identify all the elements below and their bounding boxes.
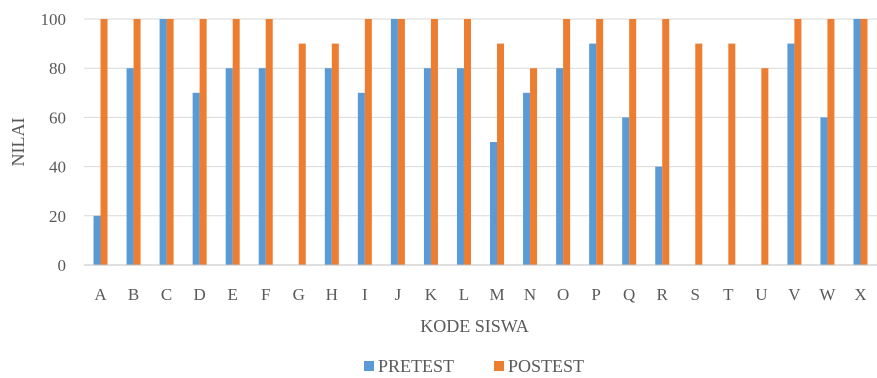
x-tick-label: M [489, 285, 504, 304]
bar-postest-W [827, 19, 835, 265]
legend-label-postest: POSTEST [508, 356, 584, 376]
x-tick-label: T [723, 285, 734, 304]
x-tick-label: B [128, 285, 139, 304]
bar-postest-L [463, 19, 471, 265]
x-tick-label: C [161, 285, 172, 304]
bar-pretest-V [787, 43, 795, 265]
bar-postest-G [298, 43, 306, 265]
bar-postest-T [728, 43, 736, 265]
y-tick-label: 80 [49, 59, 66, 78]
x-tick-label: E [227, 285, 237, 304]
bar-postest-R [662, 19, 670, 265]
bar-pretest-N [523, 92, 531, 265]
legend-label-pretest: PRETEST [378, 356, 454, 376]
bar-postest-A [100, 19, 108, 265]
gridlines [84, 18, 877, 217]
bar-postest-B [133, 19, 141, 265]
x-tick-label: O [557, 285, 569, 304]
x-tick-label: I [362, 285, 368, 304]
bar-pretest-H [324, 68, 332, 265]
bar-postest-X [860, 19, 868, 265]
x-tick-label: P [591, 285, 600, 304]
bar-postest-I [364, 19, 372, 265]
bar-postest-E [232, 19, 240, 265]
x-tick-label: J [395, 285, 402, 304]
x-tick-label: H [326, 285, 338, 304]
bar-postest-J [397, 19, 405, 265]
x-tick-label: G [293, 285, 305, 304]
x-tick-label: D [194, 285, 206, 304]
legend-swatch-pretest [364, 361, 374, 371]
x-tick-label: K [425, 285, 438, 304]
legend-swatch-postest [494, 361, 504, 371]
bar-postest-O [563, 19, 571, 265]
bar-postest-V [794, 19, 802, 265]
y-tick-label: 60 [49, 108, 66, 127]
bar-pretest-C [159, 19, 167, 265]
bars [93, 19, 868, 266]
x-tick-label: A [94, 285, 107, 304]
bar-postest-U [761, 68, 769, 265]
bar-postest-P [596, 19, 604, 265]
bar-pretest-E [225, 68, 233, 265]
bar-pretest-I [357, 92, 365, 265]
bar-postest-M [497, 43, 505, 265]
bar-pretest-J [390, 19, 398, 265]
bar-pretest-R [655, 166, 663, 265]
bar-pretest-X [853, 19, 861, 265]
x-tick-label: Q [623, 285, 635, 304]
bar-pretest-Q [622, 117, 630, 266]
bar-pretest-P [589, 43, 597, 265]
y-axis-ticks: 0 20 40 60 80 100 [41, 10, 67, 275]
x-tick-label: X [854, 285, 866, 304]
y-tick-label: 40 [49, 158, 66, 177]
bar-postest-S [695, 43, 703, 265]
bar-pretest-O [556, 68, 564, 265]
x-tick-label: L [459, 285, 469, 304]
bar-pretest-F [258, 68, 266, 265]
y-tick-label: 20 [49, 207, 66, 226]
bar-pretest-B [126, 68, 134, 265]
bar-postest-H [331, 43, 339, 265]
bar-postest-K [430, 19, 438, 265]
legend: PRETEST POSTEST [364, 356, 584, 376]
y-axis-title: NILAI [8, 118, 28, 167]
bar-pretest-K [423, 68, 431, 265]
x-tick-label: U [755, 285, 767, 304]
bar-pretest-D [192, 92, 200, 265]
x-tick-label: F [261, 285, 270, 304]
bar-postest-N [530, 68, 538, 265]
x-axis-title: KODE SISWA [420, 316, 529, 336]
bar-pretest-M [490, 142, 498, 265]
x-tick-label: S [691, 285, 700, 304]
bar-pretest-L [456, 68, 464, 265]
bar-postest-D [199, 19, 207, 265]
bar-postest-Q [629, 19, 637, 265]
x-tick-label: N [524, 285, 536, 304]
x-tick-label: V [788, 285, 801, 304]
x-tick-label: W [819, 285, 836, 304]
bar-postest-C [166, 19, 174, 265]
y-tick-label: 0 [58, 256, 67, 275]
y-tick-label: 100 [41, 10, 67, 29]
x-tick-label: R [657, 285, 669, 304]
bar-pretest-W [820, 117, 828, 266]
bar-pretest-A [93, 215, 101, 265]
bar-postest-F [265, 19, 273, 265]
